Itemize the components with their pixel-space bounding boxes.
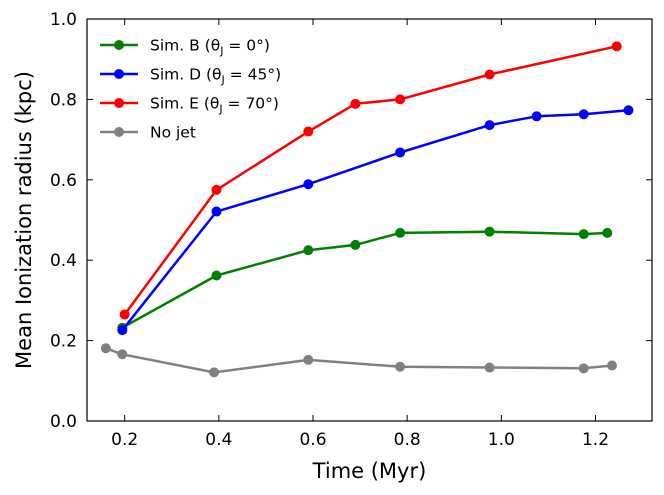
data-point [117, 349, 128, 360]
data-point [531, 111, 542, 122]
data-point [602, 227, 613, 238]
x-tick-label: 0.6 [299, 430, 326, 450]
legend-marker [114, 40, 124, 50]
legend-label: Sim. E (θJ = 70°) [150, 95, 279, 116]
y-tick-label: 0.0 [50, 412, 77, 432]
legend-marker [114, 98, 124, 108]
data-point [209, 367, 220, 378]
data-point [611, 41, 622, 52]
legend-label: Sim. B (θJ = 0°) [150, 37, 270, 58]
data-point [303, 126, 314, 137]
data-point [211, 270, 222, 281]
x-tick-label: 0.2 [111, 430, 138, 450]
data-point [623, 105, 634, 116]
data-point [484, 69, 495, 80]
data-point [578, 229, 589, 240]
legend-label: No jet [150, 124, 196, 142]
series-line [121, 230, 608, 329]
y-axis-label: Mean Ionization radius (kpc) [12, 71, 36, 369]
data-point [303, 354, 314, 365]
y-tick-label: 0.8 [50, 90, 77, 110]
y-tick-label: 0.2 [50, 332, 77, 352]
series-4 [100, 343, 617, 378]
data-point [484, 120, 495, 131]
legend: Sim. B (θJ = 0°) Sim. D (θJ = 45°) Sim. E … [100, 37, 281, 142]
x-tick-label: 1.2 [582, 430, 609, 450]
data-point [117, 325, 128, 336]
data-point [303, 245, 314, 256]
series-1 [117, 226, 613, 333]
data-point [119, 309, 130, 320]
data-point [211, 206, 222, 217]
data-point [578, 109, 589, 120]
x-tick-label: 1.0 [488, 430, 515, 450]
series-line [123, 45, 617, 316]
y-tick-label: 1.0 [50, 10, 77, 30]
series-line [121, 109, 629, 331]
data-point [303, 179, 314, 190]
data-point [395, 227, 406, 238]
axes: 0.2 0.4 0.6 0.8 1.0 1.2 0.0 0.2 0.4 0.6 0.8 1.0 [50, 10, 653, 450]
data-point [211, 184, 222, 195]
y-tick-label: 0.4 [50, 251, 77, 271]
x-axis-label: Time (Myr) [312, 459, 427, 483]
data-point [100, 343, 111, 354]
data-point [395, 147, 406, 158]
data-point [395, 361, 406, 372]
x-tick-label: 0.8 [394, 430, 421, 450]
series-3 [119, 41, 622, 320]
series-layer [100, 41, 634, 378]
legend-entry: No jet [100, 124, 196, 142]
legend-marker [114, 69, 124, 79]
data-point [606, 360, 617, 371]
legend-entry: Sim. D (θJ = 45°) [100, 66, 281, 87]
plot-frame [86, 18, 653, 422]
legend-entry: Sim. E (θJ = 70°) [100, 95, 279, 116]
data-point [350, 239, 361, 250]
series-line [105, 347, 613, 374]
data-point [350, 98, 361, 109]
data-point [578, 363, 589, 374]
legend-label: Sim. D (θJ = 45°) [150, 66, 281, 87]
legend-marker [114, 127, 124, 137]
y-tick-label: 0.6 [50, 171, 77, 191]
series-2 [117, 105, 634, 336]
data-point [484, 226, 495, 237]
data-point [395, 94, 406, 105]
legend-entry: Sim. B (θJ = 0°) [100, 37, 270, 58]
x-tick-label: 0.4 [205, 430, 232, 450]
data-point [484, 362, 495, 373]
